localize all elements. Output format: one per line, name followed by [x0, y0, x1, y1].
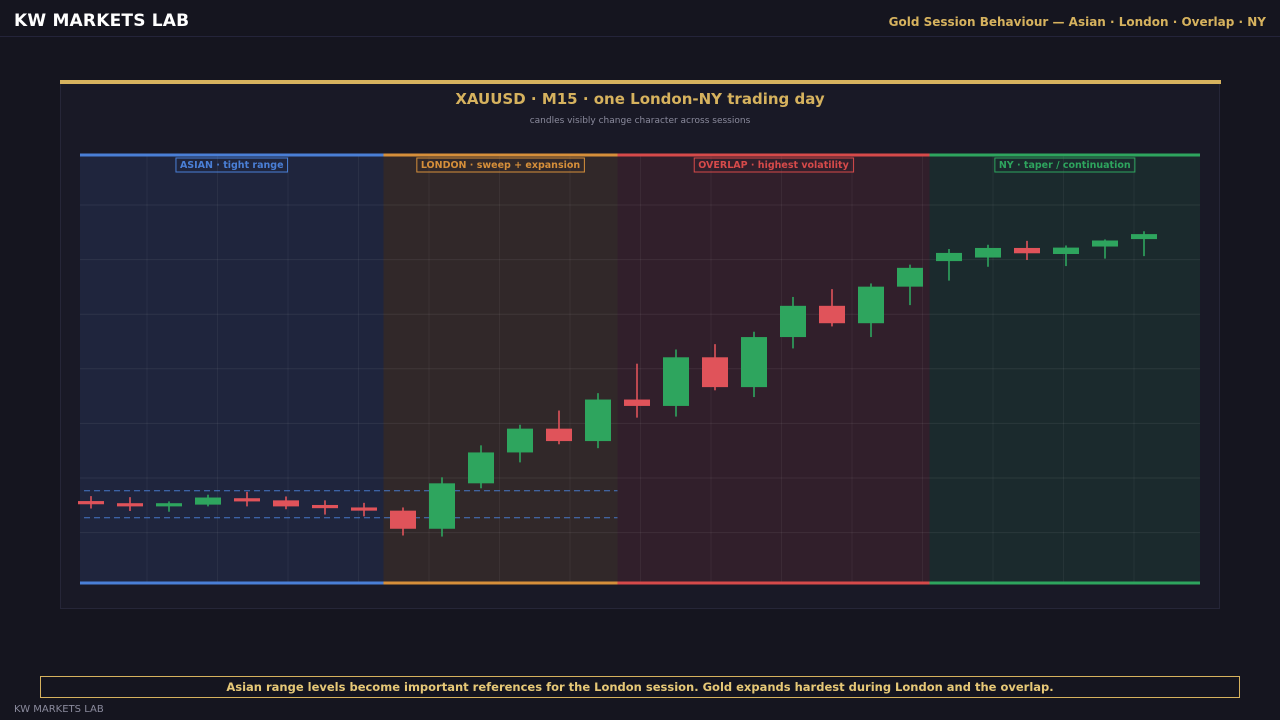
chart-subtitle: candles visibly change character across … [529, 116, 751, 126]
session-label-london: LONDON · sweep + expansion [421, 160, 581, 171]
candle-body [819, 305, 845, 324]
session-label-asian: ASIAN · tight range [180, 160, 284, 171]
candle-body [741, 337, 767, 388]
candle-body [702, 357, 728, 388]
candle-body [1014, 247, 1040, 254]
candle-body [273, 500, 299, 507]
session-label-overlap: OVERLAP · highest volatility [698, 160, 849, 171]
session-label-ny: NY · taper / continuation [999, 160, 1131, 171]
candle-body [351, 507, 377, 511]
candle-body [429, 483, 455, 529]
session-band-ny [929, 155, 1200, 583]
footer-brand: KW MARKETS LAB [14, 704, 104, 715]
candle-body [1092, 240, 1118, 247]
candle-body [390, 510, 416, 529]
candle-body [546, 428, 572, 442]
candle-body [663, 357, 689, 406]
chart-panel [60, 80, 1220, 609]
brand-title: KW MARKETS LAB [14, 11, 190, 31]
candle-body [1131, 234, 1157, 240]
top-bar: KW MARKETS LAB Gold Session Behaviour — … [0, 0, 1280, 37]
candle-body [156, 503, 182, 507]
candle-body [507, 428, 533, 453]
session-label-box-ny [994, 157, 1136, 173]
candle-body [234, 498, 260, 502]
session-band-london [383, 155, 618, 583]
session-label-box-asian [175, 157, 289, 173]
candle-body [585, 399, 611, 442]
candle-body [312, 504, 338, 509]
session-band-asian [80, 155, 384, 583]
session-label-box-london [416, 157, 585, 173]
candle-body [975, 247, 1001, 258]
candle-body [117, 503, 143, 507]
candle-body [78, 501, 104, 505]
header-subtitle: Gold Session Behaviour — Asian · London … [888, 15, 1266, 29]
candle-body [195, 497, 221, 505]
candle-body [936, 252, 962, 262]
candle-body [1053, 247, 1079, 254]
candle-body [624, 399, 650, 406]
candle-body [468, 452, 494, 484]
chart-panel-accent-line [60, 80, 1221, 84]
candle-body [897, 267, 923, 287]
candle-body [780, 305, 806, 338]
session-note: Asian range levels become important refe… [40, 676, 1240, 698]
chart-title: XAUUSD · M15 · one London-NY trading day [455, 90, 825, 108]
session-label-box-overlap [693, 157, 855, 173]
candle-body [858, 286, 884, 324]
